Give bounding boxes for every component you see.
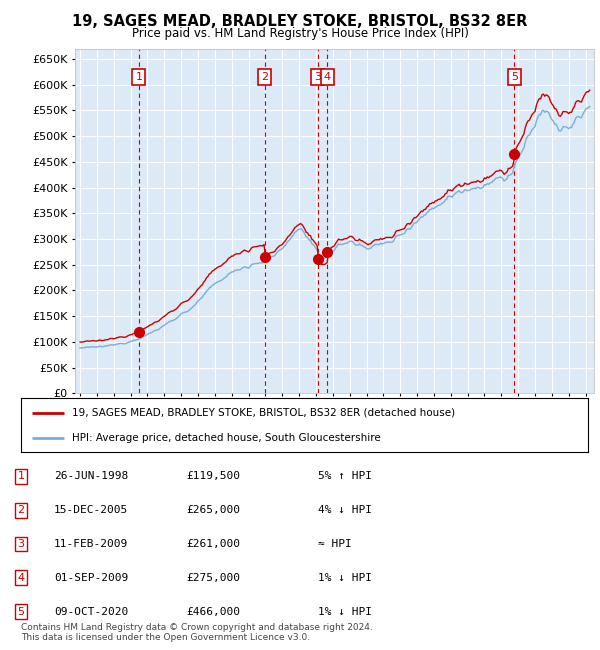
Text: 3: 3 <box>314 72 322 82</box>
Text: 11-FEB-2009: 11-FEB-2009 <box>54 539 128 549</box>
Text: 19, SAGES MEAD, BRADLEY STOKE, BRISTOL, BS32 8ER: 19, SAGES MEAD, BRADLEY STOKE, BRISTOL, … <box>73 14 527 29</box>
Text: 1% ↓ HPI: 1% ↓ HPI <box>318 606 372 617</box>
Text: 01-SEP-2009: 01-SEP-2009 <box>54 573 128 583</box>
Text: £466,000: £466,000 <box>186 606 240 617</box>
Text: 2: 2 <box>261 72 268 82</box>
Text: 5% ↑ HPI: 5% ↑ HPI <box>318 471 372 482</box>
Text: 4% ↓ HPI: 4% ↓ HPI <box>318 505 372 515</box>
Text: HPI: Average price, detached house, South Gloucestershire: HPI: Average price, detached house, Sout… <box>72 434 381 443</box>
Text: £265,000: £265,000 <box>186 505 240 515</box>
Text: Contains HM Land Registry data © Crown copyright and database right 2024.
This d: Contains HM Land Registry data © Crown c… <box>21 623 373 642</box>
Text: 1% ↓ HPI: 1% ↓ HPI <box>318 573 372 583</box>
Text: 1: 1 <box>17 471 25 482</box>
Text: £261,000: £261,000 <box>186 539 240 549</box>
Text: Price paid vs. HM Land Registry's House Price Index (HPI): Price paid vs. HM Land Registry's House … <box>131 27 469 40</box>
Text: 26-JUN-1998: 26-JUN-1998 <box>54 471 128 482</box>
Text: 4: 4 <box>323 72 331 82</box>
Text: 5: 5 <box>511 72 518 82</box>
Text: £119,500: £119,500 <box>186 471 240 482</box>
Text: 15-DEC-2005: 15-DEC-2005 <box>54 505 128 515</box>
Text: 19, SAGES MEAD, BRADLEY STOKE, BRISTOL, BS32 8ER (detached house): 19, SAGES MEAD, BRADLEY STOKE, BRISTOL, … <box>72 408 455 418</box>
Text: 5: 5 <box>17 606 25 617</box>
Text: 09-OCT-2020: 09-OCT-2020 <box>54 606 128 617</box>
Text: £275,000: £275,000 <box>186 573 240 583</box>
Text: 3: 3 <box>17 539 25 549</box>
Text: 4: 4 <box>17 573 25 583</box>
Text: ≈ HPI: ≈ HPI <box>318 539 352 549</box>
Text: 1: 1 <box>136 72 142 82</box>
Text: 2: 2 <box>17 505 25 515</box>
